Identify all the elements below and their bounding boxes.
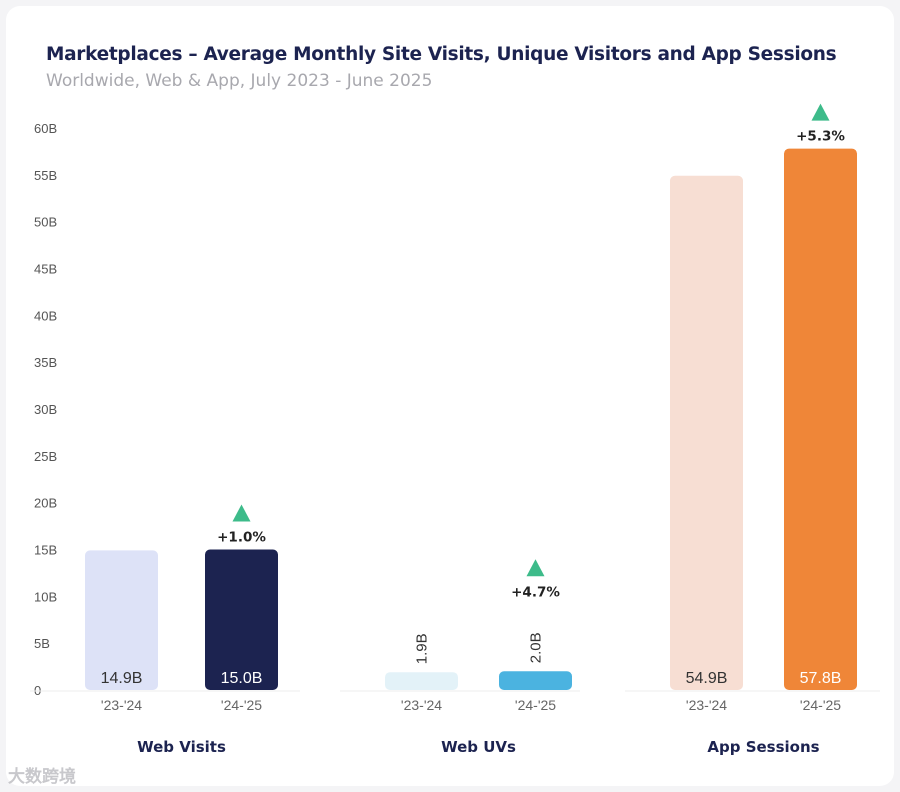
x-tick-label: '23-'24 — [401, 697, 442, 713]
x-tick-label: '23-'24 — [101, 697, 142, 713]
watermark: 大数跨境 — [8, 767, 76, 786]
value-label: 15.0B — [221, 670, 263, 687]
value-label: 54.9B — [686, 670, 728, 687]
y-tick-label: 50B — [34, 215, 57, 230]
group-label: Web UVs — [441, 738, 516, 756]
change-label: +5.3% — [796, 129, 845, 145]
group-label: Web Visits — [137, 738, 226, 756]
group-label: App Sessions — [707, 738, 819, 756]
chart-title: Marketplaces – Average Monthly Site Visi… — [46, 44, 837, 65]
y-tick-label: 60B — [34, 121, 57, 136]
value-label: 14.9B — [101, 670, 143, 687]
y-tick-label: 10B — [34, 589, 57, 604]
value-label: 57.8B — [800, 670, 842, 687]
y-tick-label: 45B — [34, 262, 57, 277]
bar — [784, 148, 857, 690]
x-tick-label: '24-'25 — [800, 697, 841, 713]
value-label: 1.9B — [414, 633, 431, 664]
up-arrow-icon — [811, 103, 830, 121]
value-label: 2.0B — [528, 632, 545, 663]
y-tick-label: 15B — [34, 543, 57, 558]
chart-subtitle: Worldwide, Web & App, July 2023 - June 2… — [46, 71, 433, 91]
x-tick-label: '24-'25 — [515, 697, 556, 713]
y-tick-label: 55B — [34, 168, 57, 183]
bar — [670, 175, 743, 690]
y-tick-label: 20B — [34, 496, 57, 511]
x-tick-label: '24-'25 — [221, 697, 262, 713]
up-arrow-icon — [232, 504, 251, 522]
y-tick-label: 30B — [34, 402, 57, 417]
y-tick-label: 40B — [34, 308, 57, 323]
bar — [205, 549, 278, 690]
y-tick-label: 5B — [34, 636, 50, 651]
y-tick-label: 25B — [34, 449, 57, 464]
bar — [499, 671, 572, 690]
change-label: +1.0% — [217, 530, 266, 546]
bar — [85, 550, 158, 690]
y-tick-label: 35B — [34, 355, 57, 370]
x-tick-label: '23-'24 — [686, 697, 727, 713]
change-label: +4.7% — [511, 584, 560, 600]
bar — [385, 672, 458, 690]
up-arrow-icon — [526, 559, 545, 577]
